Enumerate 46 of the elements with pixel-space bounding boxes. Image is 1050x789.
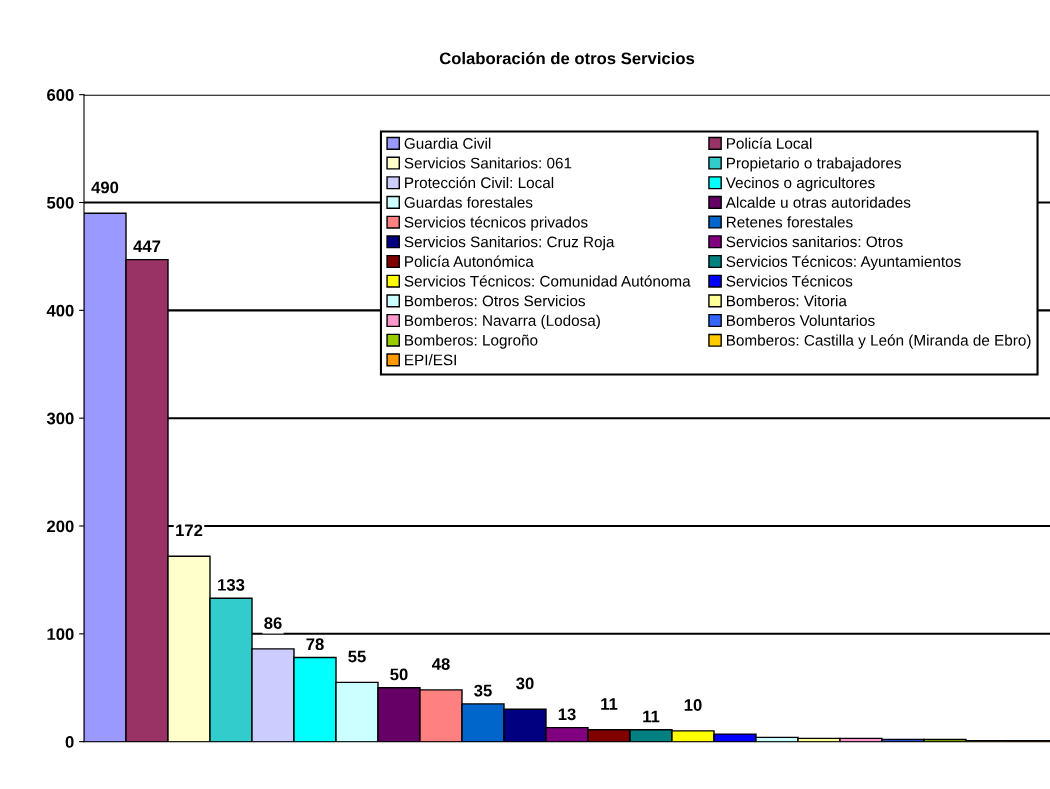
- data-label: 490: [91, 181, 119, 194]
- data-label: 11: [601, 698, 618, 710]
- legend-label: Policía Local: [727, 137, 812, 149]
- legend-label: Alcalde u otras autoridades: [725, 196, 911, 208]
- legend-label: Vecinos o agricultores: [725, 176, 875, 192]
- y-tick-label: 400: [46, 304, 74, 317]
- legend-label: Bomberos Voluntarios: [727, 314, 875, 326]
- legend-label: Bomberos: Vitoria: [727, 295, 847, 307]
- legend-label: Servicios Sanitarios: Cruz Roja: [404, 236, 615, 251]
- chart-title: Colaboración de otros Servicios: [439, 51, 695, 65]
- data-label: 172: [176, 524, 203, 537]
- legend-label: Guardia Civil: [404, 137, 491, 149]
- legend-label: Bomberos: Navarra (Lodosa): [405, 314, 600, 329]
- y-tick-label: 600: [47, 89, 74, 101]
- data-label: 13: [558, 708, 576, 721]
- legend-label: EPI/ESI: [405, 354, 456, 366]
- data-label: 133: [218, 578, 245, 591]
- legend-label: Servicios Técnicos: Comunidad Autónoma: [404, 275, 691, 287]
- legend-label: Retenes forestales: [727, 216, 853, 228]
- data-label: 50: [390, 668, 408, 681]
- data-label: 48: [431, 658, 450, 670]
- data-label: 86: [264, 617, 282, 629]
- legend-label: Policía Autonómica: [405, 255, 534, 267]
- legend-label: Servicios Técnicos: Ayuntamientos: [726, 255, 961, 270]
- data-label: 10: [684, 699, 702, 711]
- legend-label: Servicios técnicos privados: [404, 216, 588, 231]
- legend-label: Bomberos: Logroño: [405, 334, 538, 349]
- data-label: 30: [516, 677, 534, 690]
- data-label: 55: [348, 650, 366, 663]
- data-label: 447: [133, 240, 161, 253]
- y-tick-label: 0: [65, 736, 74, 748]
- y-tick-label: 100: [47, 628, 74, 641]
- legend-label: Propietario o trabajadores: [727, 157, 901, 172]
- data-label: 78: [306, 638, 324, 651]
- legend-label: Servicios sanitarios: Otros: [726, 235, 903, 248]
- y-tick-label: 200: [47, 520, 74, 533]
- legend-label: Protección Civil: Local: [405, 176, 554, 189]
- y-tick-label: 300: [46, 412, 74, 425]
- legend-label: Servicios Técnicos: [726, 275, 853, 287]
- data-label: 11: [643, 710, 660, 723]
- legend-label: Bomberos: Otros Servicios: [405, 295, 585, 307]
- legend-label: Guardas forestales: [404, 196, 533, 208]
- legend-label: Bomberos: Castilla y León (Miranda de Ebro): [727, 334, 1031, 349]
- y-tick-label: 500: [46, 196, 74, 209]
- data-label: 35: [474, 684, 492, 697]
- legend-label: Servicios Sanitarios: 061: [404, 157, 572, 169]
